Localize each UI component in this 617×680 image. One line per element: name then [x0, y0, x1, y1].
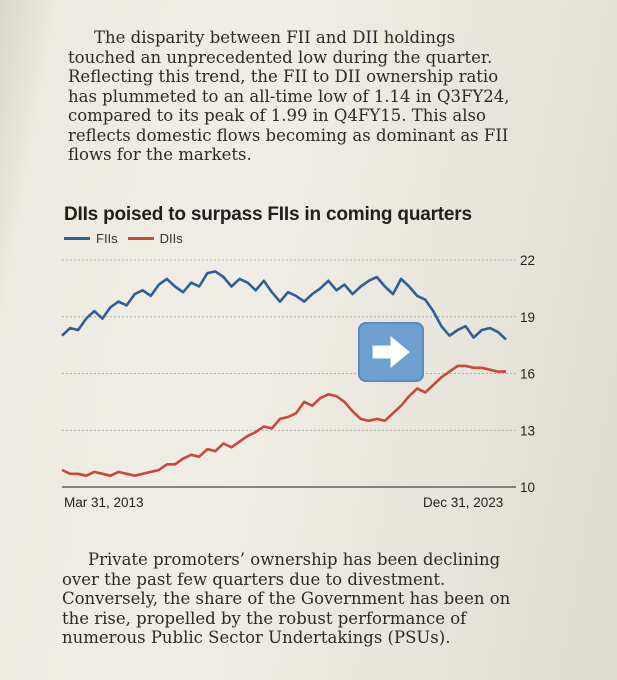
y-tick-label: 10 — [520, 480, 535, 495]
intro-paragraph: The disparity between FII and DII holdin… — [68, 28, 538, 165]
intro-line: has plummeted to an all-time low of 1.14… — [68, 86, 510, 106]
y-tick-label: 22 — [520, 253, 535, 268]
intro-line: flows for the markets. — [68, 145, 252, 164]
legend-label-fii: FIIs — [96, 231, 118, 246]
x-tick-start: Mar 31, 2013 — [64, 495, 144, 510]
followup-line: Private promoters’ ownership has been de… — [88, 550, 501, 569]
y-tick-label: 19 — [520, 310, 535, 325]
followup-paragraph: Private promoters’ ownership has been de… — [62, 550, 532, 648]
intro-line: compared to its peak of 1.99 in Q4FY15. … — [68, 106, 486, 125]
y-tick-label: 13 — [520, 423, 535, 438]
series-line-diis — [61, 364, 506, 478]
legend-swatch-dii — [127, 237, 154, 240]
followup-line: the rise, propelled by the robust perfor… — [62, 608, 467, 628]
intro-line: reflects domestic flows becoming as domi… — [68, 125, 509, 145]
forward-arrow-button[interactable] — [358, 322, 424, 382]
legend-swatch-fii — [64, 237, 90, 240]
intro-line: touched an unprecedented low during the … — [68, 47, 493, 67]
intro-line: Reflecting this trend, the FII to DII ow… — [68, 67, 499, 86]
chart-title: DIIs poised to surpass FIIs in coming qu… — [64, 204, 472, 225]
x-tick-end: Dec 31, 2023 — [423, 495, 504, 510]
intro-line: The disparity between FII and DII holdin… — [94, 28, 456, 47]
followup-line: over the past few quarters due to divest… — [62, 569, 446, 589]
followup-line: Conversely, the share of the Government … — [62, 589, 511, 608]
legend-label-dii: DIIs — [159, 231, 183, 246]
y-tick-label: 16 — [520, 367, 535, 382]
chart-legend: FIIs DIIs — [64, 231, 183, 246]
right-arrow-icon — [372, 335, 410, 369]
series-line-fiis — [61, 270, 507, 341]
followup-line: numerous Public Sector Undertakings (PSU… — [62, 628, 451, 647]
